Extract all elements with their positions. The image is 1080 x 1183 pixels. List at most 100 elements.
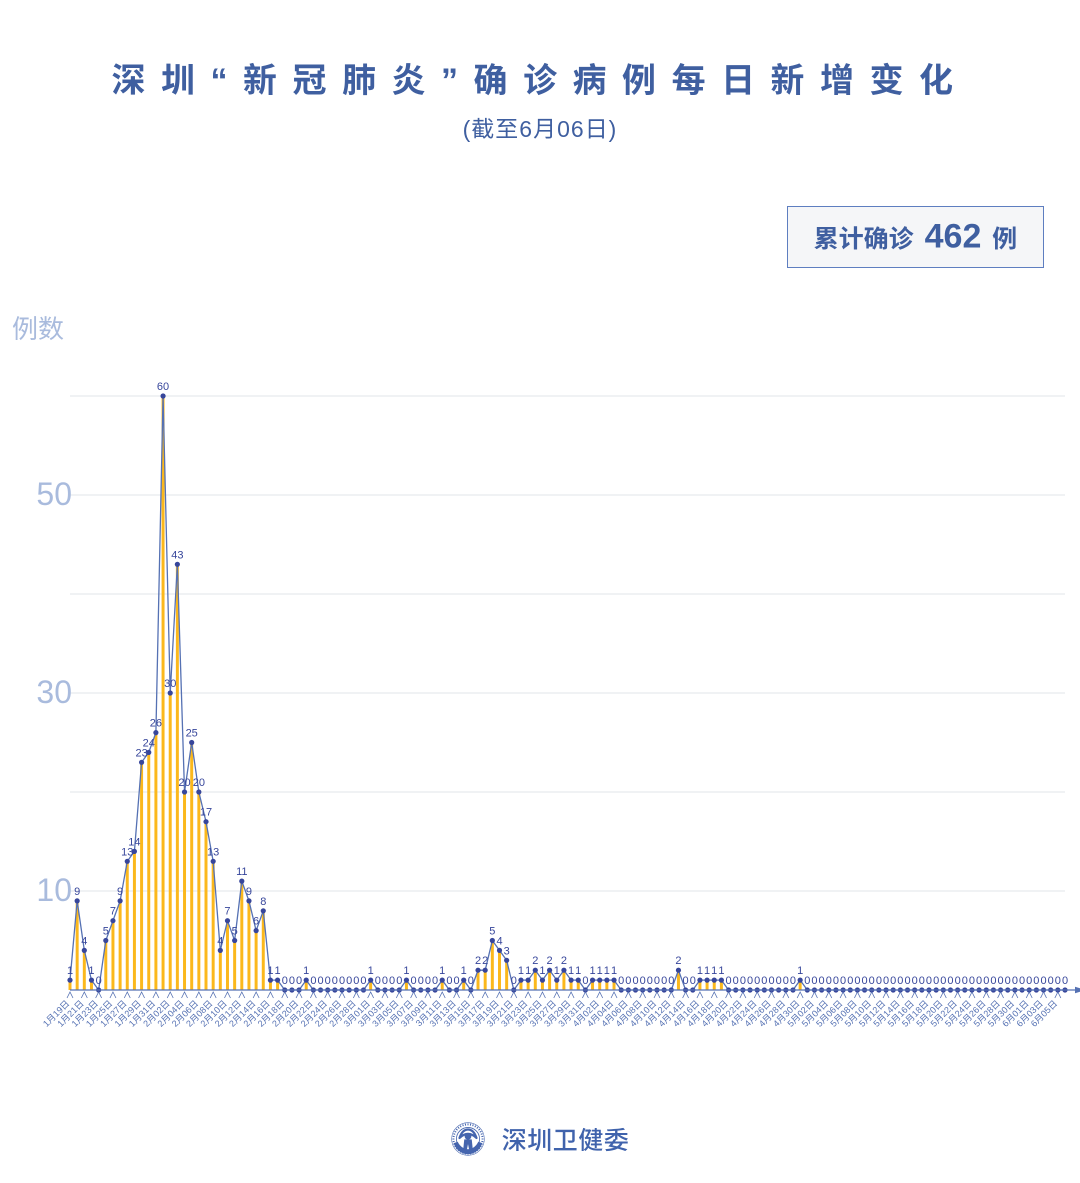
svg-text:7: 7 <box>110 906 116 918</box>
svg-text:0: 0 <box>511 975 517 987</box>
svg-text:0: 0 <box>754 975 760 987</box>
svg-text:0: 0 <box>747 975 753 987</box>
svg-text:0: 0 <box>990 975 996 987</box>
svg-text:0: 0 <box>740 975 746 987</box>
svg-text:1: 1 <box>554 965 560 977</box>
svg-text:4: 4 <box>496 935 502 947</box>
svg-text:1: 1 <box>589 965 595 977</box>
svg-text:1: 1 <box>368 965 374 977</box>
svg-text:0: 0 <box>1019 975 1025 987</box>
svg-text:0: 0 <box>998 975 1004 987</box>
svg-text:0: 0 <box>310 975 316 987</box>
svg-text:0: 0 <box>332 975 338 987</box>
svg-text:0: 0 <box>955 975 961 987</box>
svg-text:1: 1 <box>539 965 545 977</box>
svg-text:0: 0 <box>360 975 366 987</box>
svg-text:20: 20 <box>178 777 190 789</box>
svg-text:1: 1 <box>575 965 581 977</box>
svg-text:4: 4 <box>217 935 223 947</box>
svg-text:0: 0 <box>783 975 789 987</box>
svg-text:0: 0 <box>983 975 989 987</box>
svg-text:14: 14 <box>128 836 140 848</box>
svg-text:0: 0 <box>289 975 295 987</box>
svg-text:0: 0 <box>325 975 331 987</box>
svg-text:0: 0 <box>768 975 774 987</box>
svg-text:0: 0 <box>776 975 782 987</box>
svg-text:5: 5 <box>232 926 238 938</box>
svg-text:2: 2 <box>532 955 538 967</box>
svg-text:1: 1 <box>518 965 524 977</box>
svg-text:0: 0 <box>1040 975 1046 987</box>
svg-text:0: 0 <box>833 975 839 987</box>
svg-text:0: 0 <box>883 975 889 987</box>
svg-text:0: 0 <box>733 975 739 987</box>
svg-text:2: 2 <box>561 955 567 967</box>
svg-text:13: 13 <box>207 846 219 858</box>
svg-text:60: 60 <box>157 381 169 393</box>
svg-text:50: 50 <box>36 476 72 512</box>
svg-text:0: 0 <box>790 975 796 987</box>
svg-text:1: 1 <box>461 965 467 977</box>
svg-text:25: 25 <box>186 728 198 740</box>
svg-text:0: 0 <box>1005 975 1011 987</box>
svg-text:0: 0 <box>826 975 832 987</box>
svg-text:0: 0 <box>869 975 875 987</box>
svg-text:1: 1 <box>303 965 309 977</box>
svg-text:11: 11 <box>236 866 247 878</box>
svg-text:1: 1 <box>597 965 603 977</box>
svg-text:8: 8 <box>260 896 266 908</box>
svg-text:5: 5 <box>489 926 495 938</box>
svg-text:0: 0 <box>940 975 946 987</box>
svg-text:0: 0 <box>811 975 817 987</box>
svg-text:0: 0 <box>654 975 660 987</box>
svg-text:0: 0 <box>296 975 302 987</box>
svg-text:0: 0 <box>862 975 868 987</box>
svg-text:1: 1 <box>718 965 724 977</box>
svg-text:0: 0 <box>418 975 424 987</box>
svg-text:6: 6 <box>253 916 259 928</box>
svg-text:5: 5 <box>103 926 109 938</box>
svg-text:9: 9 <box>74 886 80 898</box>
svg-text:17: 17 <box>200 807 212 819</box>
svg-text:0: 0 <box>346 975 352 987</box>
svg-text:2: 2 <box>482 955 488 967</box>
svg-text:0: 0 <box>1012 975 1018 987</box>
svg-text:0: 0 <box>1055 975 1061 987</box>
svg-text:0: 0 <box>411 975 417 987</box>
svg-text:30: 30 <box>36 674 72 710</box>
svg-text:9: 9 <box>117 886 123 898</box>
svg-text:1: 1 <box>568 965 574 977</box>
svg-text:0: 0 <box>933 975 939 987</box>
svg-text:1: 1 <box>88 965 94 977</box>
svg-text:0: 0 <box>389 975 395 987</box>
svg-text:1: 1 <box>67 965 73 977</box>
svg-text:0: 0 <box>804 975 810 987</box>
svg-text:30: 30 <box>164 678 176 690</box>
svg-text:0: 0 <box>847 975 853 987</box>
svg-text:0: 0 <box>1026 975 1032 987</box>
svg-text:1: 1 <box>704 965 710 977</box>
svg-text:1: 1 <box>697 965 703 977</box>
svg-text:2: 2 <box>547 955 553 967</box>
svg-text:0: 0 <box>876 975 882 987</box>
svg-text:0: 0 <box>339 975 345 987</box>
svg-text:4: 4 <box>81 935 87 947</box>
svg-text:0: 0 <box>926 975 932 987</box>
svg-text:7: 7 <box>224 906 230 918</box>
svg-text:0: 0 <box>897 975 903 987</box>
svg-text:43: 43 <box>171 549 183 561</box>
svg-text:0: 0 <box>1048 975 1054 987</box>
svg-text:0: 0 <box>640 975 646 987</box>
svg-text:1: 1 <box>711 965 717 977</box>
svg-text:0: 0 <box>425 975 431 987</box>
svg-text:0: 0 <box>446 975 452 987</box>
svg-text:0: 0 <box>904 975 910 987</box>
svg-text:0: 0 <box>632 975 638 987</box>
svg-text:0: 0 <box>647 975 653 987</box>
svg-text:20: 20 <box>193 777 205 789</box>
svg-text:0: 0 <box>468 975 474 987</box>
svg-text:3: 3 <box>504 945 510 957</box>
svg-text:0: 0 <box>690 975 696 987</box>
svg-text:1: 1 <box>611 965 617 977</box>
svg-text:1: 1 <box>403 965 409 977</box>
